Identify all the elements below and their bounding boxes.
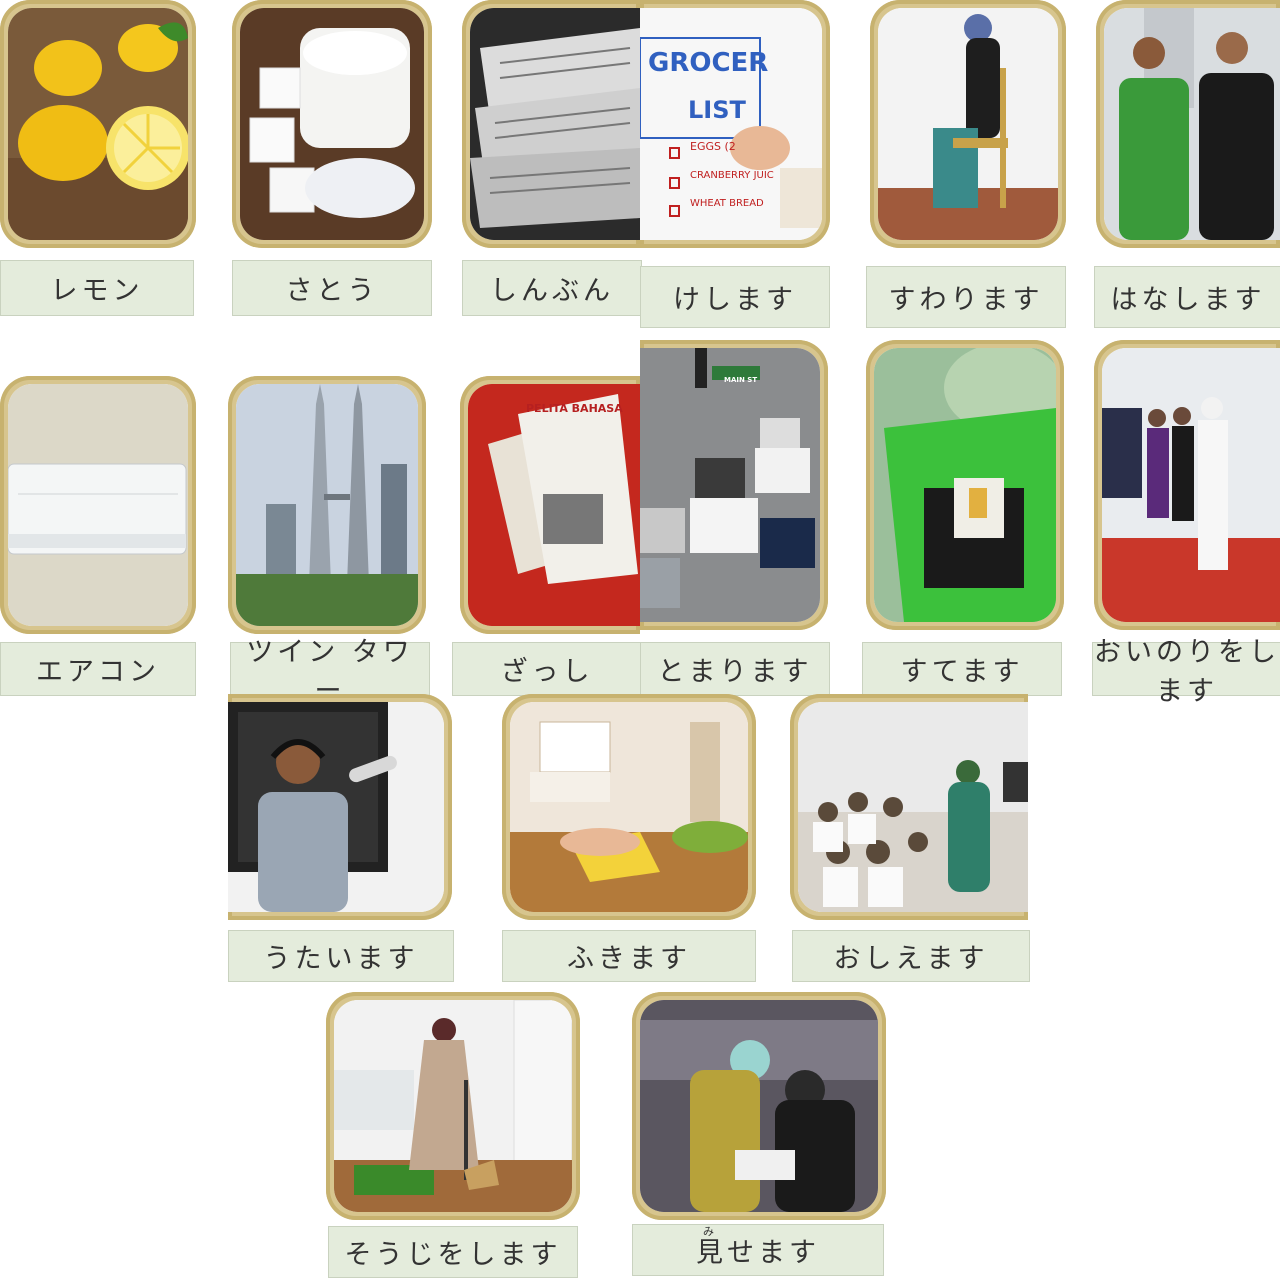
magazine-title: PELITA BAHASA (526, 402, 623, 415)
erase-photo: GROCER LIST EGGS (2 CRANBERRY JUIC WHEAT… (640, 0, 830, 248)
throw-away-photo (866, 340, 1064, 630)
card-label: はなします (1094, 266, 1280, 328)
board-title: GROCER (648, 48, 769, 78)
card-label: とまります (640, 642, 830, 696)
furigana: み (703, 1225, 714, 1238)
board-item: WHEAT BREAD (690, 198, 764, 209)
card-label: すてます (862, 642, 1062, 696)
card-label: おしえます (792, 930, 1030, 982)
card-label: しんぶん (462, 260, 642, 316)
magazine-photo: PELITA BAHASA (460, 376, 640, 634)
pray-photo (1094, 340, 1280, 630)
air-conditioner-photo (0, 376, 196, 634)
street-sign: MAIN ST (724, 376, 758, 384)
stop-photo: MAIN ST (640, 340, 828, 630)
card-label: エアコン (0, 642, 196, 696)
board-subtitle: LIST (688, 96, 746, 124)
sugar-photo (232, 0, 432, 248)
card-label: そうじをします (328, 1226, 578, 1278)
show-photo (632, 992, 886, 1220)
talk-photo (1096, 0, 1280, 248)
twin-towers-photo (228, 376, 426, 634)
card-label: レモン (0, 260, 194, 316)
sing-photo (228, 694, 452, 920)
card-label: さとう (232, 260, 432, 316)
card-label: おいのりをします (1092, 637, 1280, 707)
card-label: けします (640, 266, 830, 328)
card-label: ふきます (502, 930, 756, 982)
lemon-photo (0, 0, 196, 248)
board-item: EGGS (2 (690, 140, 736, 153)
card-label: ツイン タワー (230, 637, 430, 707)
board-item: CRANBERRY JUIC (690, 170, 774, 181)
clean-photo (326, 992, 580, 1220)
teach-photo (790, 694, 1028, 920)
card-label: すわります (866, 266, 1066, 328)
card-label: うたいます (228, 930, 454, 982)
newspaper-photo (462, 0, 640, 248)
sit-photo (870, 0, 1066, 248)
wipe-photo (502, 694, 756, 920)
card-label: ざっし (452, 642, 642, 696)
card-label: 見せます み (632, 1224, 884, 1276)
